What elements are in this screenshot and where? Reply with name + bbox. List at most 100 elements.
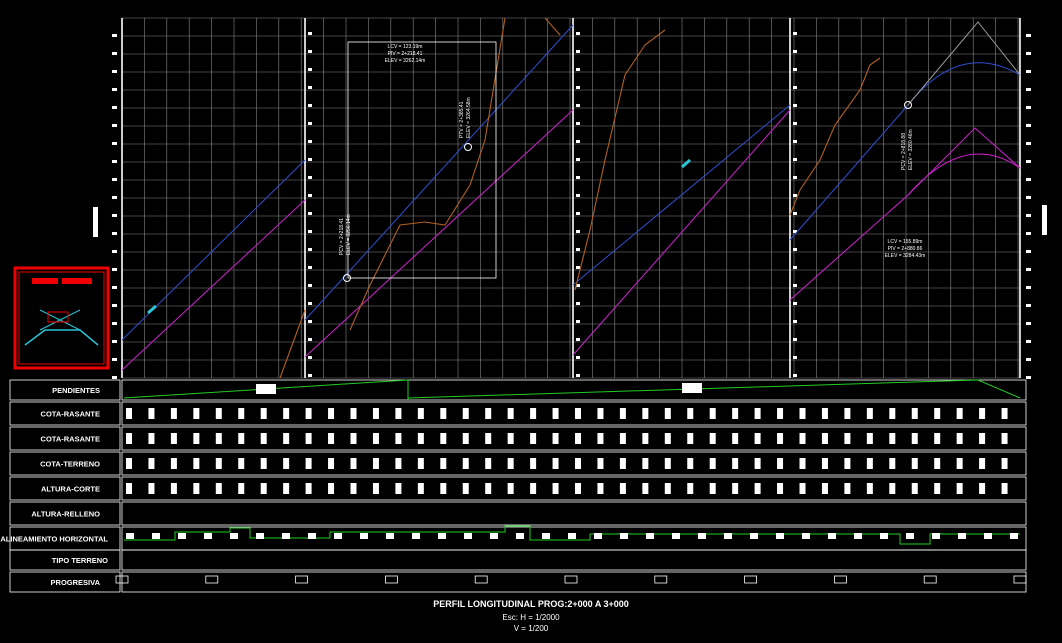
value-box (934, 433, 940, 444)
value-box (148, 433, 154, 444)
marker (1042, 205, 1047, 235)
value-box (777, 433, 783, 444)
alignment-box (750, 533, 758, 539)
value-box (687, 408, 693, 419)
title: PERFIL LONGITUDINAL PROG:2+000 A 3+000 (433, 599, 629, 609)
value-box (642, 483, 648, 494)
value-box (575, 408, 581, 419)
value-box (373, 458, 379, 469)
alignment-box (724, 533, 732, 539)
elev-tick (1026, 286, 1031, 289)
annotation: ELEV = 3262.14m (385, 58, 426, 64)
value-box (575, 433, 581, 444)
value-box (620, 433, 626, 444)
value-box (193, 458, 199, 469)
alignment-box (126, 533, 134, 539)
elev-tick (1026, 106, 1031, 109)
value-box (934, 408, 940, 419)
value-box (620, 458, 626, 469)
row-label: COTA-RASANTE (41, 410, 100, 419)
elev-tick (1026, 250, 1031, 253)
value-box (306, 458, 312, 469)
value-box (508, 483, 514, 494)
elev-tick (576, 212, 580, 215)
value-box (261, 483, 267, 494)
annotation: PIV = 2+218.41 (388, 51, 423, 57)
elev-tick (1026, 160, 1031, 163)
value-box (508, 458, 514, 469)
value-box (238, 433, 244, 444)
value-box (822, 433, 828, 444)
scale-h: Esc: H = 1/2000 (502, 613, 560, 622)
value-box (642, 408, 648, 419)
value-box (575, 483, 581, 494)
value-box (530, 408, 536, 419)
value-box (306, 408, 312, 419)
value-box (732, 433, 738, 444)
elev-tick (793, 104, 797, 107)
elev-tick (793, 266, 797, 269)
value-box (261, 458, 267, 469)
value-box (126, 458, 132, 469)
alignment-box (204, 533, 212, 539)
value-box (216, 433, 222, 444)
value-box (710, 408, 716, 419)
background (0, 0, 1062, 643)
value-box (351, 458, 357, 469)
pendiente-label (682, 383, 702, 393)
value-box (126, 433, 132, 444)
value-box (800, 408, 806, 419)
value-box (485, 433, 491, 444)
value-box (889, 408, 895, 419)
elev-tick (1026, 340, 1031, 343)
value-box (530, 433, 536, 444)
alignment-box (698, 533, 706, 539)
value-box (508, 408, 514, 419)
elev-tick (1026, 358, 1031, 361)
elev-tick (112, 124, 117, 127)
elev-tick (576, 230, 580, 233)
value-box (755, 483, 761, 494)
value-box (440, 458, 446, 469)
elev-tick (112, 304, 117, 307)
elev-tick (308, 176, 312, 179)
value-box (530, 458, 536, 469)
value-box (597, 458, 603, 469)
elev-tick (576, 266, 580, 269)
alignment-box (568, 533, 576, 539)
alignment-box (828, 533, 836, 539)
alignment-box (854, 533, 862, 539)
value-box (485, 408, 491, 419)
value-box (193, 483, 199, 494)
value-box (755, 433, 761, 444)
marker (93, 207, 98, 237)
elev-tick (308, 158, 312, 161)
alignment-box (334, 533, 342, 539)
elev-tick (576, 86, 580, 89)
elev-tick (112, 214, 117, 217)
elev-tick (112, 376, 117, 379)
elev-tick (112, 322, 117, 325)
value-box (597, 483, 603, 494)
row-label: PROGRESIVA (51, 578, 101, 587)
elev-tick (576, 302, 580, 305)
elev-tick (112, 34, 117, 37)
elev-tick (112, 232, 117, 235)
value-box (844, 433, 850, 444)
elev-tick (1026, 52, 1031, 55)
value-box (148, 458, 154, 469)
elev-tick (308, 212, 312, 215)
value-box (979, 408, 985, 419)
elev-tick (1026, 178, 1031, 181)
alignment-box (256, 533, 264, 539)
value-box (665, 483, 671, 494)
elev-tick (112, 250, 117, 253)
elev-tick (112, 196, 117, 199)
value-box (148, 483, 154, 494)
value-box (485, 483, 491, 494)
scale-v: V = 1/200 (514, 624, 549, 633)
elev-tick (1026, 214, 1031, 217)
value-box (1002, 433, 1008, 444)
elev-tick (576, 158, 580, 161)
value-box (283, 458, 289, 469)
